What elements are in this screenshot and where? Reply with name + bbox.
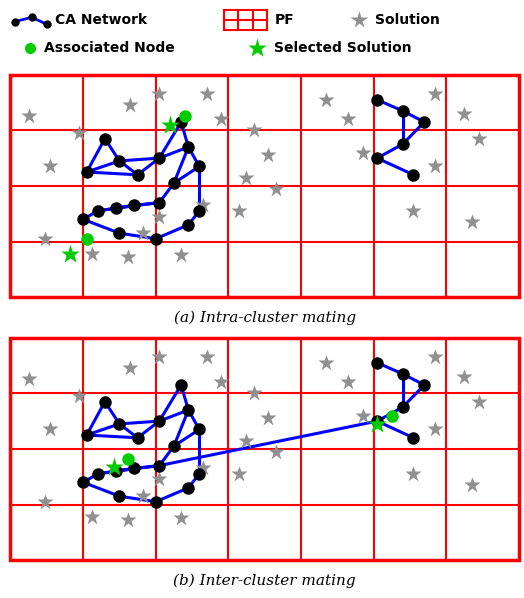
Text: CA Network: CA Network [55,13,147,27]
Text: Solution: Solution [375,13,440,27]
Text: Associated Node: Associated Node [43,41,174,56]
Text: Selected Solution: Selected Solution [274,41,411,56]
Text: (b) Inter-cluster mating: (b) Inter-cluster mating [173,573,356,588]
Text: PF: PF [275,13,294,27]
Text: (a) Intra-cluster mating: (a) Intra-cluster mating [173,310,356,325]
